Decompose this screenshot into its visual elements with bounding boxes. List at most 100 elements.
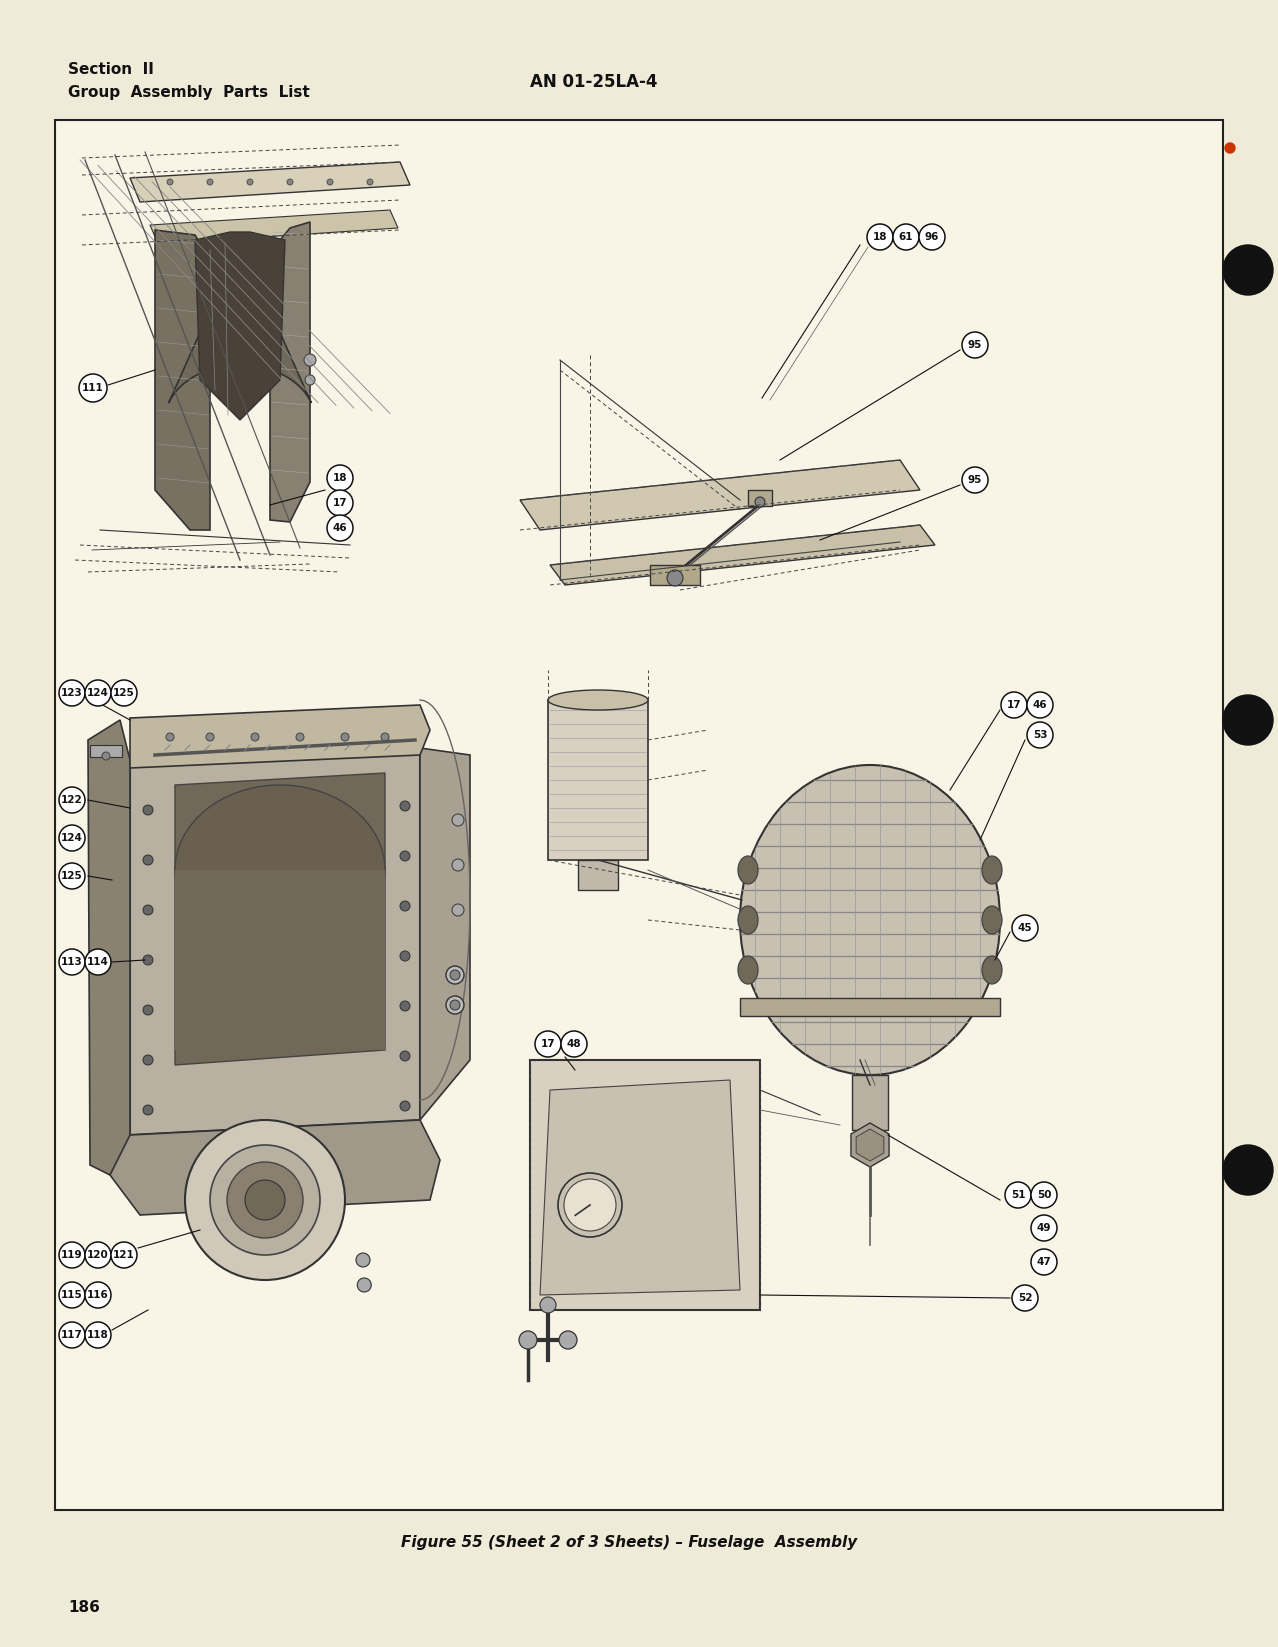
Circle shape bbox=[1031, 1248, 1057, 1275]
Bar bbox=[852, 1075, 888, 1130]
Circle shape bbox=[400, 950, 410, 960]
Circle shape bbox=[111, 1242, 137, 1268]
Circle shape bbox=[59, 949, 86, 975]
Circle shape bbox=[357, 1253, 371, 1267]
Circle shape bbox=[535, 1031, 561, 1057]
Text: 125: 125 bbox=[114, 688, 135, 698]
Text: 50: 50 bbox=[1036, 1191, 1052, 1201]
Circle shape bbox=[143, 1005, 153, 1015]
Circle shape bbox=[1028, 721, 1053, 748]
Circle shape bbox=[452, 904, 464, 916]
Circle shape bbox=[519, 1331, 537, 1349]
Bar bbox=[548, 700, 648, 860]
Text: 51: 51 bbox=[1011, 1191, 1025, 1201]
Polygon shape bbox=[175, 772, 385, 1066]
Ellipse shape bbox=[740, 764, 999, 1075]
Text: 121: 121 bbox=[114, 1250, 135, 1260]
Text: 125: 125 bbox=[61, 871, 83, 881]
Circle shape bbox=[893, 224, 919, 250]
Circle shape bbox=[79, 374, 107, 402]
Text: 124: 124 bbox=[61, 833, 83, 843]
Circle shape bbox=[400, 800, 410, 810]
Text: 52: 52 bbox=[1017, 1293, 1033, 1303]
Text: 17: 17 bbox=[541, 1039, 556, 1049]
Text: 111: 111 bbox=[82, 384, 104, 394]
Circle shape bbox=[207, 180, 213, 184]
Text: Section  II: Section II bbox=[68, 63, 153, 77]
Circle shape bbox=[206, 733, 213, 741]
Text: 118: 118 bbox=[87, 1331, 109, 1341]
Circle shape bbox=[1005, 1183, 1031, 1207]
Circle shape bbox=[564, 1179, 616, 1230]
Circle shape bbox=[296, 733, 304, 741]
Text: AN 01-25LA-4: AN 01-25LA-4 bbox=[530, 72, 657, 91]
Text: 96: 96 bbox=[925, 232, 939, 242]
Circle shape bbox=[400, 1100, 410, 1112]
Ellipse shape bbox=[548, 690, 648, 710]
Circle shape bbox=[327, 491, 353, 516]
Text: 119: 119 bbox=[61, 1250, 83, 1260]
Circle shape bbox=[245, 1179, 285, 1220]
Circle shape bbox=[102, 753, 110, 759]
Circle shape bbox=[358, 1278, 371, 1291]
Ellipse shape bbox=[737, 955, 758, 983]
Text: 122: 122 bbox=[61, 796, 83, 805]
Bar bbox=[748, 491, 772, 506]
Polygon shape bbox=[110, 1120, 440, 1215]
Text: Group  Assembly  Parts  List: Group Assembly Parts List bbox=[68, 86, 309, 100]
Ellipse shape bbox=[982, 856, 1002, 884]
Polygon shape bbox=[130, 748, 420, 1135]
Circle shape bbox=[541, 1296, 556, 1313]
Text: 46: 46 bbox=[1033, 700, 1047, 710]
Circle shape bbox=[400, 851, 410, 861]
Circle shape bbox=[143, 805, 153, 815]
Ellipse shape bbox=[982, 906, 1002, 934]
Circle shape bbox=[1223, 1145, 1273, 1196]
Bar bbox=[175, 870, 385, 1051]
Circle shape bbox=[1223, 245, 1273, 295]
Bar bbox=[740, 998, 999, 1016]
Circle shape bbox=[166, 733, 174, 741]
Circle shape bbox=[185, 1120, 345, 1280]
Circle shape bbox=[59, 863, 86, 889]
Circle shape bbox=[86, 949, 111, 975]
Circle shape bbox=[143, 855, 153, 865]
Bar bbox=[578, 860, 619, 889]
Text: 17: 17 bbox=[1007, 700, 1021, 710]
Circle shape bbox=[210, 1145, 320, 1255]
Polygon shape bbox=[130, 705, 429, 768]
Polygon shape bbox=[130, 161, 410, 203]
Polygon shape bbox=[270, 222, 311, 522]
Circle shape bbox=[167, 180, 173, 184]
Circle shape bbox=[667, 570, 682, 586]
Text: 117: 117 bbox=[61, 1331, 83, 1341]
Circle shape bbox=[450, 1000, 460, 1010]
Circle shape bbox=[919, 224, 944, 250]
Bar bbox=[55, 120, 1223, 1510]
Text: 45: 45 bbox=[1017, 922, 1033, 932]
Text: 120: 120 bbox=[87, 1250, 109, 1260]
Text: 18: 18 bbox=[873, 232, 887, 242]
Circle shape bbox=[1028, 692, 1053, 718]
Polygon shape bbox=[150, 211, 397, 244]
Text: 61: 61 bbox=[898, 232, 914, 242]
Circle shape bbox=[143, 1056, 153, 1066]
Circle shape bbox=[452, 860, 464, 871]
Text: 53: 53 bbox=[1033, 730, 1047, 740]
Circle shape bbox=[1031, 1215, 1057, 1240]
Circle shape bbox=[962, 333, 988, 357]
Circle shape bbox=[59, 787, 86, 814]
Circle shape bbox=[962, 468, 988, 492]
Text: 95: 95 bbox=[967, 339, 983, 351]
Circle shape bbox=[1012, 1285, 1038, 1311]
Circle shape bbox=[452, 814, 464, 827]
Ellipse shape bbox=[982, 955, 1002, 983]
Circle shape bbox=[59, 825, 86, 851]
Polygon shape bbox=[541, 1080, 740, 1295]
Text: 18: 18 bbox=[332, 473, 348, 483]
Circle shape bbox=[341, 733, 349, 741]
Circle shape bbox=[86, 1242, 111, 1268]
Text: 95: 95 bbox=[967, 474, 983, 484]
Circle shape bbox=[400, 1001, 410, 1011]
Circle shape bbox=[558, 1331, 576, 1349]
